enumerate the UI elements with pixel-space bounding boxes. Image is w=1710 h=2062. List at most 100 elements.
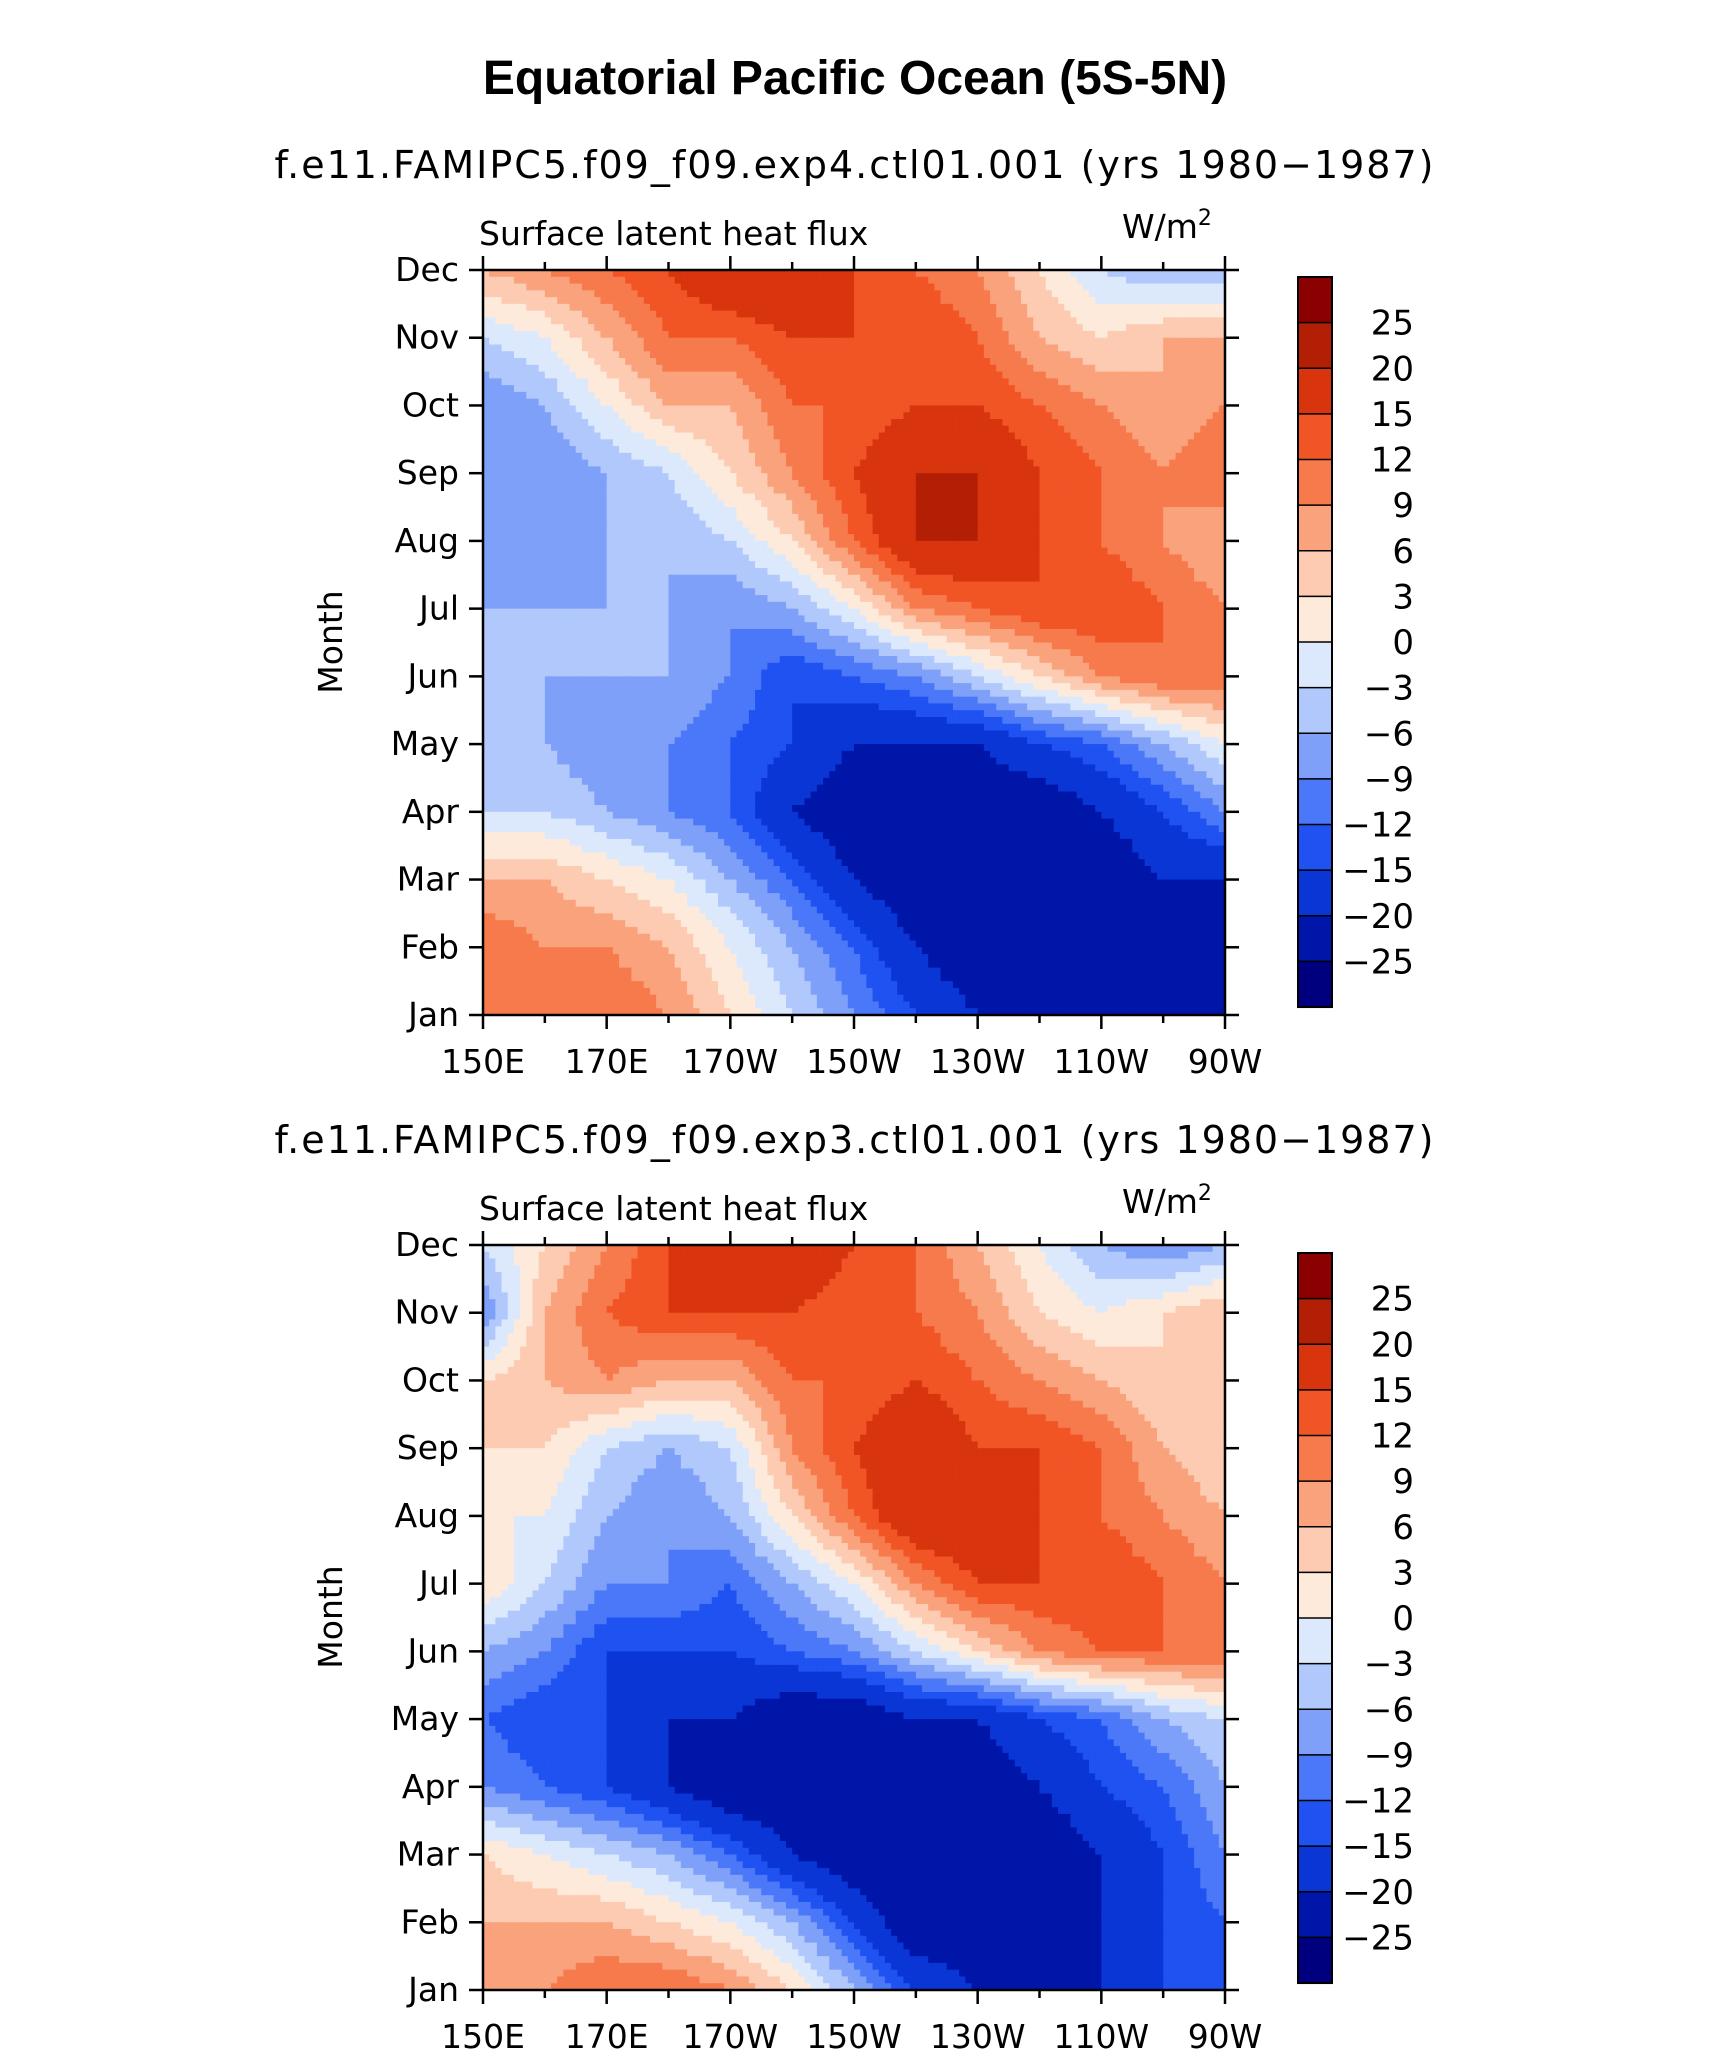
contour-cell xyxy=(996,425,1004,434)
contour-cell xyxy=(483,310,490,319)
contour-cell xyxy=(965,500,973,508)
contour-cell xyxy=(1156,432,1164,441)
contour-cell xyxy=(717,534,725,542)
contour-cell xyxy=(829,540,837,549)
contour-cell xyxy=(637,486,645,495)
contour-cell xyxy=(637,479,645,488)
contour-cell xyxy=(619,270,626,278)
contour-cell xyxy=(656,479,664,488)
contour-cell xyxy=(489,351,497,359)
contour-cell xyxy=(1175,459,1183,468)
contour-cell xyxy=(538,493,546,501)
panel-exp4: f.e11.FAMIPC5.f09_f09.exp4.ctl01.001 (yr… xyxy=(275,143,1434,1081)
contour-cell xyxy=(1200,473,1208,481)
contour-cell xyxy=(649,425,657,434)
contour-cell xyxy=(730,452,738,461)
contour-cell xyxy=(637,446,645,454)
contour-cell xyxy=(625,439,633,447)
contour-cell xyxy=(934,446,942,454)
contour-cell xyxy=(1156,337,1164,346)
contour-cell xyxy=(687,337,694,346)
contour-cell xyxy=(1027,425,1035,434)
contour-cell xyxy=(897,419,905,427)
contour-cell xyxy=(1051,344,1059,352)
contour-cell xyxy=(1064,297,1072,305)
contour-cell xyxy=(1027,419,1035,427)
contour-cell xyxy=(656,303,664,312)
contour-cell xyxy=(798,358,806,366)
contour-cell xyxy=(903,297,911,305)
contour-cell xyxy=(792,540,800,549)
contour-cell xyxy=(612,486,620,495)
contour-cell xyxy=(483,534,490,542)
contour-cell xyxy=(755,344,762,352)
contour-cell xyxy=(538,534,546,542)
contour-cell xyxy=(1119,270,1127,278)
contour-cell xyxy=(507,473,515,481)
contour-cell xyxy=(538,452,546,461)
contour-cell xyxy=(928,520,936,529)
contour-cell xyxy=(1045,310,1053,319)
contour-cell xyxy=(1175,486,1183,495)
contour-cell xyxy=(977,527,985,535)
contour-cell xyxy=(952,391,960,400)
contour-cell xyxy=(600,276,608,285)
contour-cell xyxy=(798,547,806,556)
contour-cell xyxy=(1206,303,1214,312)
contour-cell xyxy=(1175,466,1183,474)
contour-cell xyxy=(866,317,874,325)
contour-cell xyxy=(1014,378,1022,386)
contour-cell xyxy=(779,547,787,556)
contour-cell xyxy=(680,439,688,447)
contour-cell xyxy=(575,310,583,319)
contour-cell xyxy=(841,425,849,434)
contour-cell xyxy=(1138,303,1146,312)
contour-cell xyxy=(569,419,577,427)
contour-cell xyxy=(1119,479,1127,488)
contour-cell xyxy=(1218,330,1226,339)
contour-cell xyxy=(872,330,880,339)
contour-cell xyxy=(693,358,701,366)
contour-cell xyxy=(520,405,527,413)
contour-cell xyxy=(1113,412,1121,420)
contour-cell xyxy=(619,364,626,373)
contour-cell xyxy=(804,358,812,366)
contour-cell xyxy=(804,344,812,352)
contour-cell xyxy=(501,337,509,346)
contour-cell xyxy=(717,358,725,366)
contour-cell xyxy=(557,534,565,542)
contour-cell xyxy=(662,385,670,393)
contour-cell xyxy=(1156,310,1164,319)
contour-cell xyxy=(761,500,769,508)
contour-cell xyxy=(557,540,565,549)
contour-cell xyxy=(878,351,886,359)
contour-cell xyxy=(884,446,892,454)
contour-cell xyxy=(588,452,595,461)
contour-cell xyxy=(489,540,497,549)
contour-cell xyxy=(594,276,602,285)
contour-cell xyxy=(779,473,787,481)
contour-cell xyxy=(563,330,571,339)
contour-cell xyxy=(779,330,787,339)
contour-cell xyxy=(606,452,614,461)
contour-cell xyxy=(922,337,929,346)
contour-cell xyxy=(785,520,793,529)
contour-cell xyxy=(810,391,818,400)
contour-cell xyxy=(748,412,756,420)
contour-cell xyxy=(798,425,806,434)
contour-cell xyxy=(971,310,979,319)
contour-cell xyxy=(730,459,738,468)
contour-cell xyxy=(649,351,657,359)
contour-cell xyxy=(581,446,589,454)
contour-cell xyxy=(1200,385,1208,393)
contour-cell xyxy=(501,459,509,468)
contour-cell xyxy=(866,330,874,339)
contour-cell xyxy=(501,317,509,325)
contour-cell xyxy=(946,507,954,515)
contour-cell xyxy=(1119,303,1127,312)
contour-cell xyxy=(792,405,800,413)
contour-cell xyxy=(600,371,608,380)
contour-cell xyxy=(847,290,855,298)
contour-cell xyxy=(922,527,929,535)
contour-cell xyxy=(1144,493,1152,501)
